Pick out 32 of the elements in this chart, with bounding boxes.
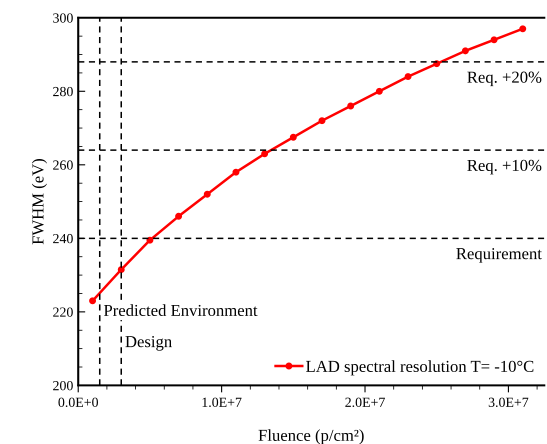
- ref-line-label: Design: [125, 336, 172, 351]
- legend-label: LAD spectral resolution T= -10°C: [306, 360, 534, 376]
- x-tick-label: 1.0E+7: [202, 398, 242, 408]
- ref-line-label: Predicted Environment: [104, 304, 258, 316]
- ref-line-label: Requirement: [456, 248, 542, 263]
- point: [462, 47, 469, 54]
- point: [89, 297, 96, 304]
- ref-line-label: Req. +10%: [467, 160, 542, 174]
- y-tick-label: 200: [53, 380, 73, 390]
- y-tick-label: 260: [53, 160, 73, 170]
- point: [490, 36, 498, 44]
- point: [318, 117, 326, 124]
- x-tick-label: 3.0E+7: [488, 398, 528, 408]
- x-tick-label: 2.0E+7: [345, 398, 385, 408]
- y-tick-label: 240: [53, 234, 73, 244]
- point: [175, 212, 182, 220]
- y-tick-label: 220: [53, 307, 73, 317]
- point: [404, 73, 412, 80]
- point: [261, 150, 268, 158]
- y-tick-label: 300: [53, 13, 73, 23]
- point: [290, 134, 297, 141]
- ref-line-label: Req. +20%: [467, 72, 542, 86]
- point: [519, 25, 526, 32]
- y-tick-label: 280: [53, 86, 73, 96]
- point: [232, 168, 240, 176]
- point: [376, 88, 383, 95]
- x-tick-label: 0.0E+0: [58, 398, 98, 408]
- y-axis-title: FWHM (eV): [32, 159, 47, 244]
- point: [347, 102, 354, 110]
- point: [204, 190, 211, 198]
- point: [146, 236, 154, 244]
- x-axis-title: Fluence (p/cm²): [258, 429, 364, 444]
